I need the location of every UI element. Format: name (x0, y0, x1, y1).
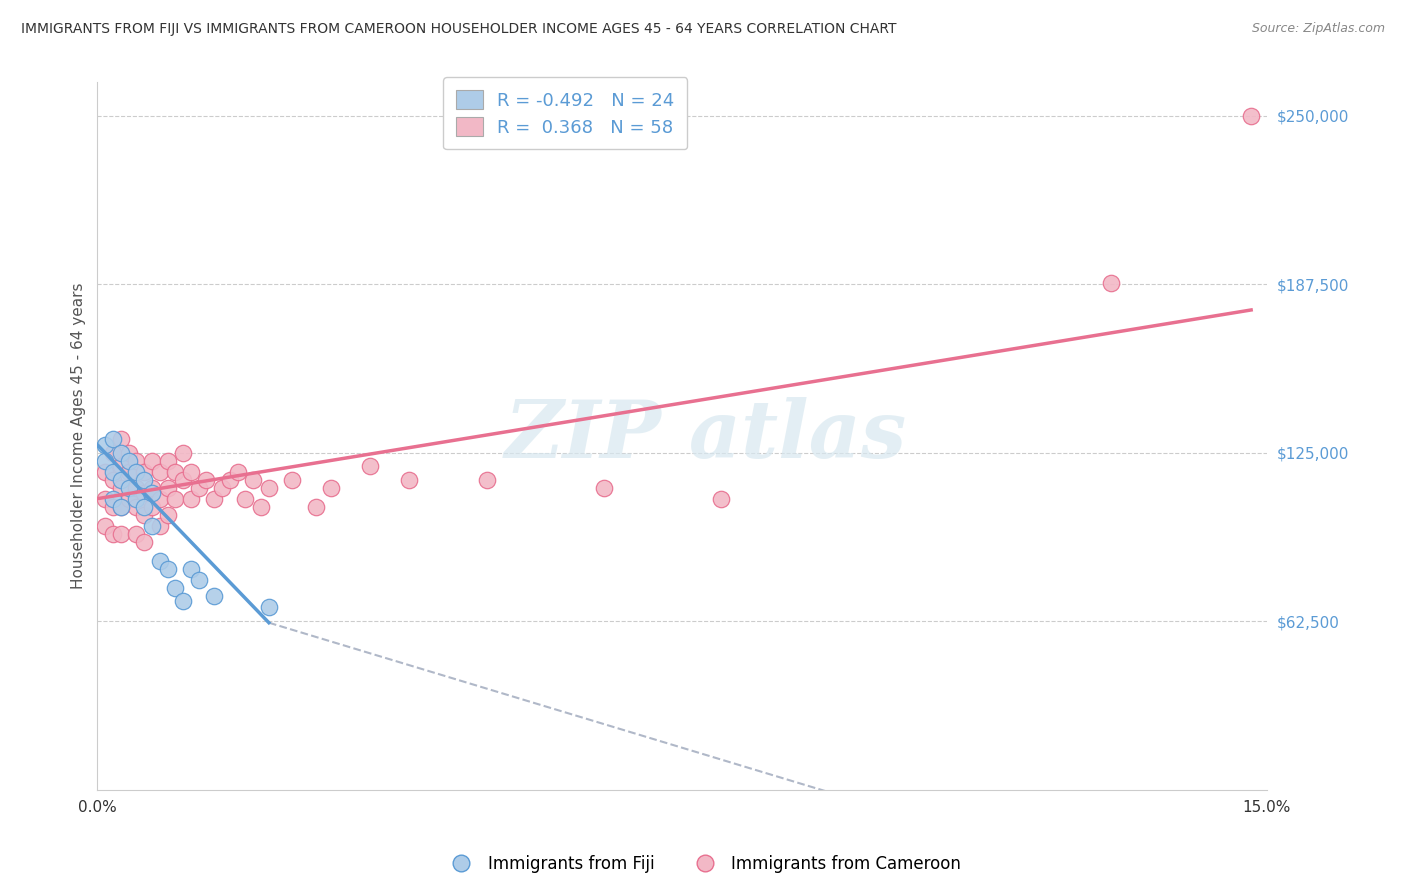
Point (257, 481, 280, 495)
Text: Source: ZipAtlas.com: Source: ZipAtlas.com (1251, 22, 1385, 36)
Point (172, 446, 194, 460)
Point (141, 486, 163, 500)
Point (110, 446, 132, 460)
Point (94, 438, 117, 452)
Point (156, 481, 179, 495)
Point (149, 491, 172, 506)
Point (475, 473, 498, 487)
Point (101, 500, 124, 514)
Point (180, 562, 202, 576)
Point (593, 481, 616, 495)
Point (165, 581, 187, 595)
Point (211, 481, 233, 495)
Point (149, 465, 172, 479)
Point (235, 491, 257, 506)
Point (149, 518, 172, 533)
Point (180, 491, 202, 506)
Point (134, 534, 156, 549)
Point (110, 433, 132, 447)
Point (101, 526, 124, 541)
Legend: Immigrants from Fiji, Immigrants from Cameroon: Immigrants from Fiji, Immigrants from Ca… (439, 848, 967, 880)
Point (149, 554, 172, 568)
Legend: R = -0.492   N = 24, R =  0.368   N = 58: R = -0.492 N = 24, R = 0.368 N = 58 (443, 77, 688, 149)
Point (125, 465, 148, 479)
Point (125, 481, 148, 495)
Point (117, 465, 139, 479)
Point (156, 562, 179, 576)
Point (125, 526, 148, 541)
Text: IMMIGRANTS FROM FIJI VS IMMIGRANTS FROM CAMEROON HOUSEHOLDER INCOME AGES 45 - 64: IMMIGRANTS FROM FIJI VS IMMIGRANTS FROM … (21, 22, 897, 37)
Point (110, 500, 132, 514)
Point (101, 473, 124, 487)
Point (117, 454, 139, 468)
Point (202, 589, 225, 603)
Point (156, 508, 179, 522)
Point (94, 465, 117, 479)
Point (101, 446, 124, 460)
Point (195, 473, 218, 487)
Point (134, 486, 156, 500)
Point (134, 473, 156, 487)
Point (156, 454, 179, 468)
Point (218, 473, 240, 487)
Point (110, 473, 132, 487)
Point (141, 454, 163, 468)
Y-axis label: Householder Income Ages 45 - 64 years: Householder Income Ages 45 - 64 years (72, 283, 86, 590)
Point (1099, 276, 1122, 290)
Point (226, 465, 249, 479)
Point (141, 481, 163, 495)
Point (94, 518, 117, 533)
Point (110, 481, 132, 495)
Point (125, 500, 148, 514)
Point (101, 465, 124, 479)
Point (141, 500, 163, 514)
Point (165, 491, 187, 506)
Point (187, 481, 209, 495)
Point (134, 465, 156, 479)
Point (304, 500, 326, 514)
Point (250, 500, 273, 514)
Point (281, 473, 304, 487)
Point (101, 433, 124, 447)
Point (710, 491, 733, 506)
Point (125, 454, 148, 468)
Point (101, 491, 124, 506)
Point (172, 473, 194, 487)
Point (94, 454, 117, 468)
Point (398, 473, 420, 487)
Point (134, 500, 156, 514)
Point (172, 594, 194, 608)
Point (125, 491, 148, 506)
Point (257, 599, 280, 614)
Point (110, 500, 132, 514)
Point (117, 446, 139, 460)
Point (187, 573, 209, 587)
Point (321, 481, 343, 495)
Point (110, 526, 132, 541)
Point (165, 465, 187, 479)
Point (117, 481, 139, 495)
Point (117, 491, 139, 506)
Point (134, 508, 156, 522)
Point (180, 465, 202, 479)
Point (141, 518, 163, 533)
Text: ZIP atlas: ZIP atlas (505, 397, 907, 475)
Point (110, 459, 132, 474)
Point (94, 491, 117, 506)
Point (359, 459, 381, 474)
Point (242, 473, 264, 487)
Point (1240, 109, 1263, 123)
Point (202, 491, 225, 506)
